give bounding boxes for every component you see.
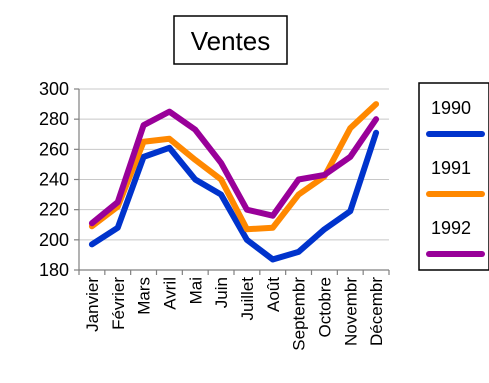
x-category-label: Septembr (290, 277, 309, 351)
x-category-label: Février (109, 277, 128, 330)
x-category-label: Mars (135, 277, 154, 315)
y-tick-label: 180 (39, 260, 69, 280)
y-tick-label: 220 (39, 200, 69, 220)
series-line-1990 (88, 129, 380, 263)
y-tick-label: 300 (39, 79, 69, 99)
chart-title-box: Ventes (173, 15, 288, 65)
y-tick-label: 200 (39, 230, 69, 250)
x-category-label: Décembr (367, 277, 386, 346)
series-line-1992 (88, 108, 380, 227)
x-category-label: Juillet (238, 277, 257, 321)
x-category-label: Avril (160, 277, 179, 310)
x-axis-category-labels: Janvier Février Mars Avril Mai Juin Juillet Aoû… (83, 277, 386, 351)
x-category-label: Octobre (315, 277, 334, 337)
x-category-label: Novembr (341, 277, 360, 346)
legend-label-1992: 1992 (431, 218, 471, 238)
y-tick-label: 240 (39, 170, 69, 190)
x-category-label: Juin (212, 277, 231, 308)
axes (74, 88, 390, 275)
x-category-label: Août (264, 277, 283, 312)
legend-label-1991: 1991 (431, 158, 471, 178)
x-category-label: Mai (186, 277, 205, 304)
y-tick-label: 280 (39, 109, 69, 129)
y-axis-tick-labels: 180 200 220 240 260 280 300 (39, 79, 69, 280)
legend-label-1990: 1990 (431, 98, 471, 118)
y-tick-label: 260 (39, 139, 69, 159)
series-lines (88, 101, 380, 263)
chart-title: Ventes (191, 26, 271, 56)
legend: 1990 1991 1992 (418, 82, 489, 271)
x-category-label: Janvier (83, 277, 102, 332)
